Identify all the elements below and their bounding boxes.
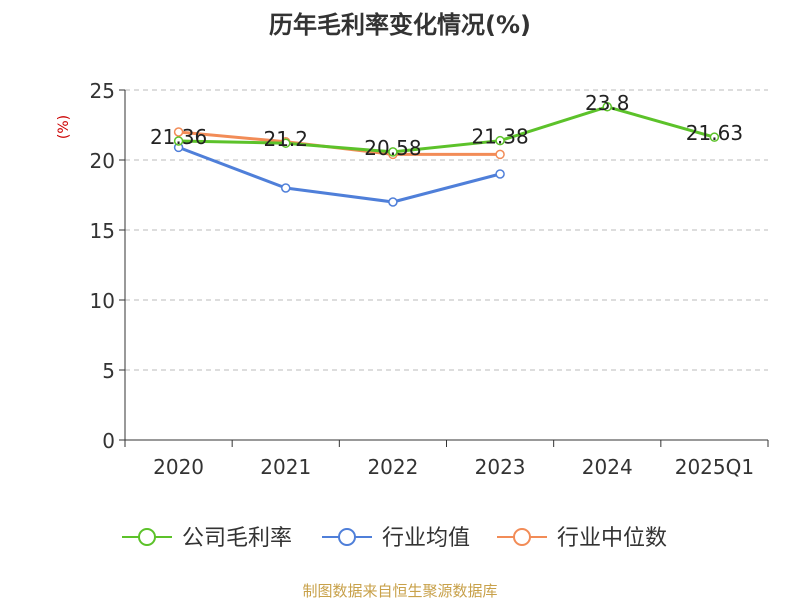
legend[interactable]: 公司毛利率 行业均值 行业中位数 (122, 526, 667, 551)
data-point (173, 127, 184, 137)
series-line-0 (178, 105, 715, 154)
data-label: 23.8 (585, 91, 630, 115)
legend-item[interactable]: 行业中位数 (497, 526, 667, 551)
legend-label: 行业中位数 (557, 526, 667, 551)
data-point (281, 183, 291, 193)
y-tick-label: 0 (102, 429, 115, 453)
legend-item[interactable]: 公司毛利率 (122, 526, 292, 551)
grid-lines (125, 89, 768, 371)
y-tick-label: 15 (90, 219, 115, 243)
data-label: 21.36 (150, 125, 207, 149)
legend-item[interactable]: 行业均值 (322, 526, 470, 551)
data-labels: 21.36 21.2 20.58 21.38 23.8 21.63 (150, 91, 743, 160)
series-line-1 (178, 145, 501, 204)
legend-marker (513, 528, 531, 546)
data-point (602, 102, 612, 112)
y-tick-label: 5 (102, 359, 115, 383)
data-point (495, 135, 505, 146)
data-point (709, 132, 720, 142)
data-point (281, 138, 291, 148)
data-point (173, 136, 184, 146)
data-point (388, 197, 398, 207)
source-note: 制图数据来自恒生聚源数据库 (302, 582, 497, 600)
series-lines (173, 102, 720, 207)
x-tick-label: 2025Q1 (675, 455, 754, 479)
y-tick-label: 10 (90, 289, 115, 313)
data-label: 20.58 (364, 136, 421, 160)
axes: 0 5 10 15 20 25 2020 2021 2022 2023 2024 2025Q1 (90, 79, 769, 479)
data-label: 21.2 (263, 127, 308, 151)
x-tick-label: 2023 (475, 455, 526, 479)
chart-title: 历年毛利率变化情况(%) (269, 11, 531, 39)
legend-marker (338, 528, 356, 546)
data-label: 21.63 (686, 121, 743, 145)
y-tick-label: 20 (90, 149, 115, 173)
data-point (495, 149, 505, 160)
x-tick-label: 2020 (153, 455, 204, 479)
data-label: 21.38 (471, 125, 528, 149)
y-axis-label: (%) (56, 115, 72, 139)
legend-label: 公司毛利率 (182, 526, 292, 551)
data-point (388, 147, 398, 157)
legend-label: 行业均值 (382, 526, 470, 551)
x-tick-label: 2022 (367, 455, 418, 479)
data-point (495, 169, 505, 179)
y-tick-label: 25 (90, 79, 115, 103)
legend-marker (138, 528, 156, 546)
x-tick-label: 2021 (260, 455, 311, 479)
x-tick-label: 2024 (582, 455, 633, 479)
